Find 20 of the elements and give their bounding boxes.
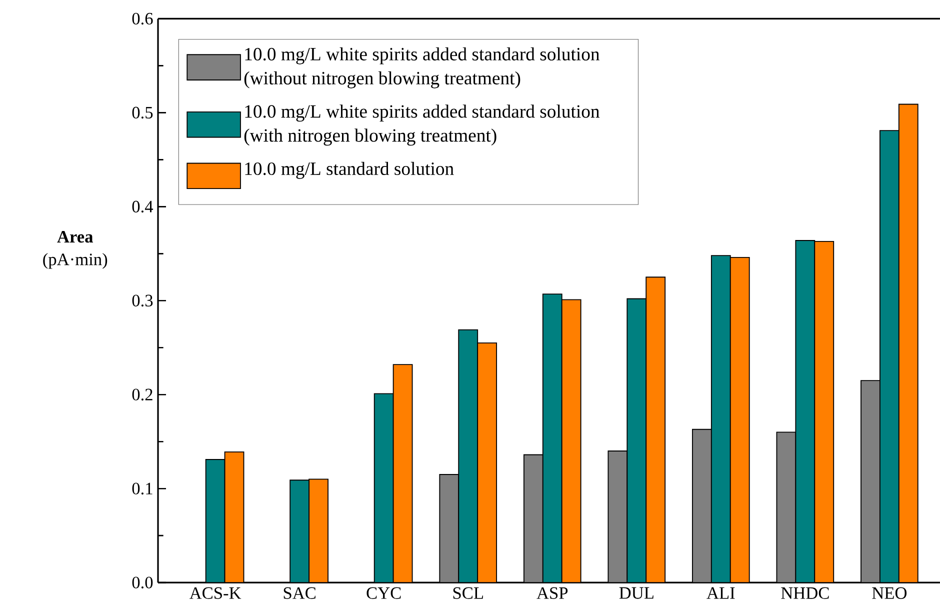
x-tick-label: ALI [706,587,735,599]
y-tick-label: 0.2 [132,388,152,401]
y-tick-label: 0.4 [132,200,154,213]
y-tick-label: 0.5 [132,106,153,119]
legend-label: 10.0 mg/L standard solution [245,162,454,179]
y-axis-title: Area (pA·min) [43,231,108,269]
x-tick-label: SAC [284,587,316,599]
y-tick-label: 0.1 [132,482,152,494]
x-tick-label: ACS-K [189,587,242,599]
x-tick-label: SCL [453,587,483,599]
x-tick-label: NHDC [781,587,829,599]
y-tick-label: 0.0 [132,576,153,588]
x-tick-label: NEO [872,587,907,599]
x-tick-label: ASP [536,587,568,599]
legend-label: 10.0 mg/L white spirits added standard solution (without nitrogen blowing treatment) [244,47,600,88]
x-tick-label: CYC [366,587,401,599]
legend-label: 10.0 mg/L white spirits added standard solution (with nitrogen blowing treatment) [244,104,600,146]
x-tick-label: DUL [619,587,654,599]
y-tick-label: 0.6 [132,12,153,25]
y-tick-label: 0.3 [132,294,153,307]
